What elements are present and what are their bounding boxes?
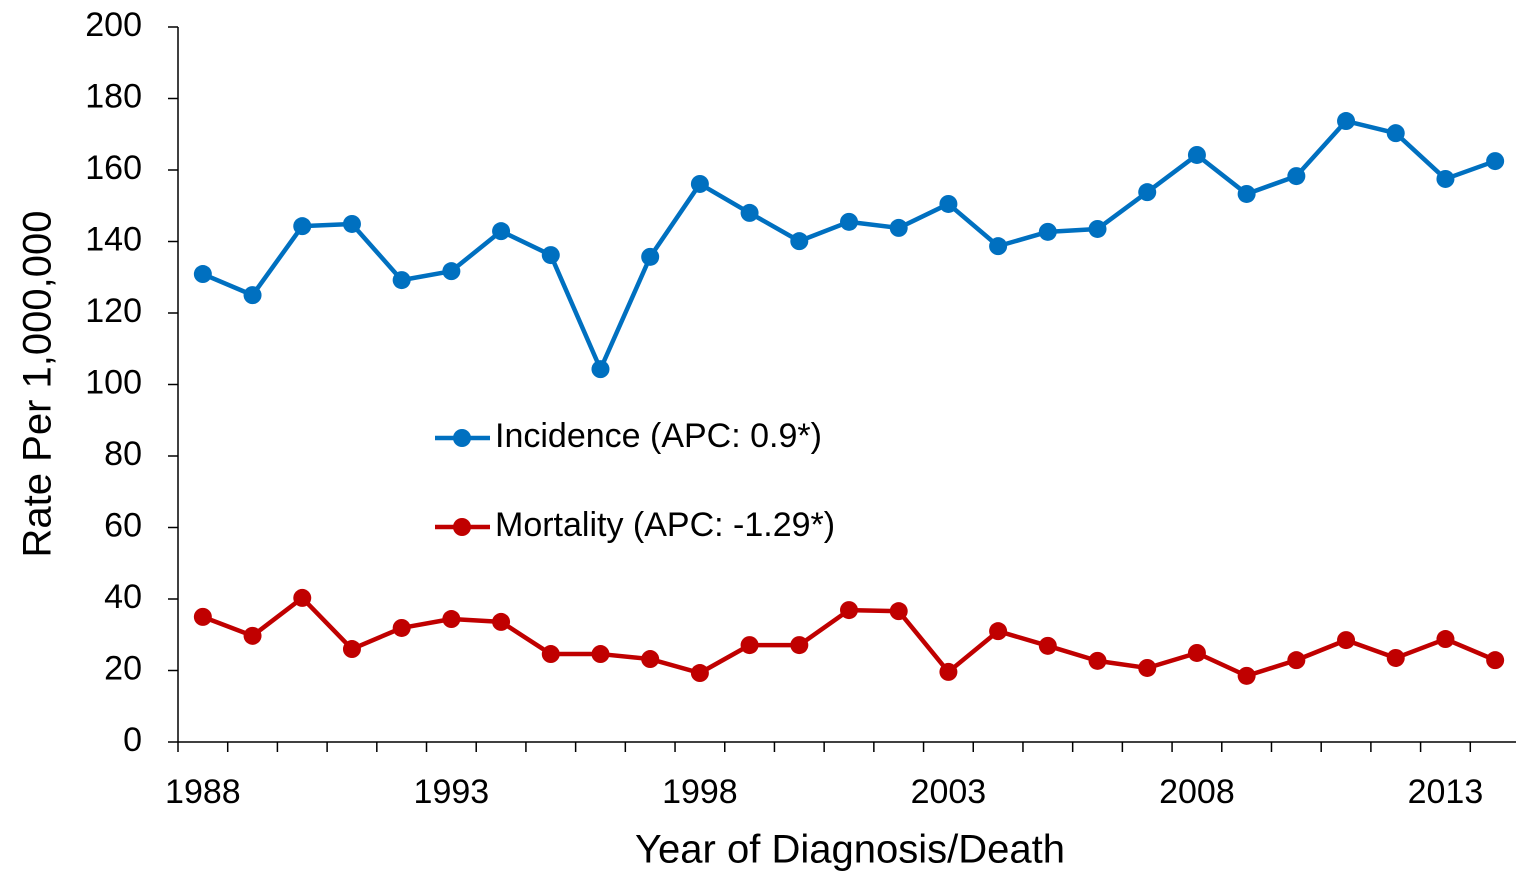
data-point: [541, 246, 560, 265]
y-tick-label: 100: [85, 363, 142, 401]
data-point: [1138, 658, 1157, 677]
data-point: [193, 265, 212, 284]
data-point: [1088, 651, 1107, 670]
data-point: [1237, 184, 1256, 203]
data-point: [243, 286, 262, 305]
y-axis-title: Rate Per 1,000,000: [16, 211, 60, 558]
data-point: [740, 636, 759, 655]
data-point: [790, 232, 809, 251]
data-point: [1486, 152, 1505, 171]
data-point: [492, 612, 511, 631]
y-tick-label: 80: [104, 435, 142, 473]
data-point: [641, 247, 660, 266]
data-point: [293, 217, 312, 236]
data-point: [989, 237, 1008, 256]
series-line: [201, 118, 1496, 372]
data-point: [1486, 651, 1505, 670]
x-axis-title: Year of Diagnosis/Death: [635, 828, 1065, 872]
data-point: [591, 645, 610, 664]
legend-marker: [453, 429, 471, 447]
data-point: [541, 645, 560, 664]
data-point: [641, 650, 660, 669]
data-point: [492, 222, 511, 241]
y-tick-label: 40: [104, 578, 142, 616]
data-point: [1337, 112, 1356, 131]
data-point: [1436, 169, 1455, 188]
data-point: [193, 607, 212, 626]
y-tick-label: 120: [85, 292, 142, 330]
data-point: [690, 174, 709, 193]
data-point: [840, 212, 858, 231]
data-point: [293, 588, 312, 607]
legend-label: Mortality (APC: -1.29*): [495, 506, 835, 544]
legend-label: Incidence (APC: 0.9*): [495, 417, 822, 455]
data-point: [1287, 167, 1306, 186]
data-point: [690, 664, 709, 683]
y-tick-label: 140: [85, 220, 142, 258]
data-point: [442, 610, 461, 629]
y-tick-label: 160: [85, 149, 142, 187]
data-point: [392, 618, 411, 637]
y-tick-label: 200: [85, 6, 142, 44]
data-point: [243, 626, 262, 645]
x-tick-label: 2013: [1408, 773, 1484, 811]
data-point: [591, 360, 610, 379]
data-point: [1436, 630, 1455, 649]
data-point: [1287, 651, 1306, 670]
data-point: [939, 662, 958, 681]
data-point: [790, 636, 809, 655]
data-point: [740, 203, 759, 222]
y-tick-label: 60: [104, 506, 142, 544]
data-point: [342, 640, 361, 659]
data-point: [1386, 648, 1405, 667]
y-tick-label: 0: [123, 721, 142, 759]
y-tick-label: 180: [85, 77, 142, 115]
data-point: [1138, 183, 1157, 202]
data-point: [840, 601, 858, 620]
data-point: [442, 262, 461, 281]
x-tick-label: 2008: [1159, 773, 1235, 811]
y-tick-label: 20: [104, 649, 142, 687]
data-point: [889, 602, 908, 621]
data-point: [1386, 124, 1405, 143]
x-tick-label: 1993: [414, 773, 490, 811]
x-tick-label: 1998: [662, 773, 738, 811]
data-point: [1187, 145, 1206, 164]
data-point: [1187, 643, 1206, 662]
data-point: [1337, 631, 1356, 650]
data-point: [989, 622, 1008, 641]
data-point: [1237, 666, 1256, 685]
data-point: [342, 214, 361, 233]
data-point: [1038, 222, 1057, 241]
x-tick-label: 2003: [911, 773, 987, 811]
data-point: [392, 271, 411, 290]
x-tick-label: 1988: [165, 773, 241, 811]
data-point: [1038, 636, 1057, 655]
legend-marker: [453, 518, 471, 536]
data-point: [1088, 219, 1107, 238]
data-point: [889, 218, 908, 237]
data-point: [939, 194, 958, 213]
